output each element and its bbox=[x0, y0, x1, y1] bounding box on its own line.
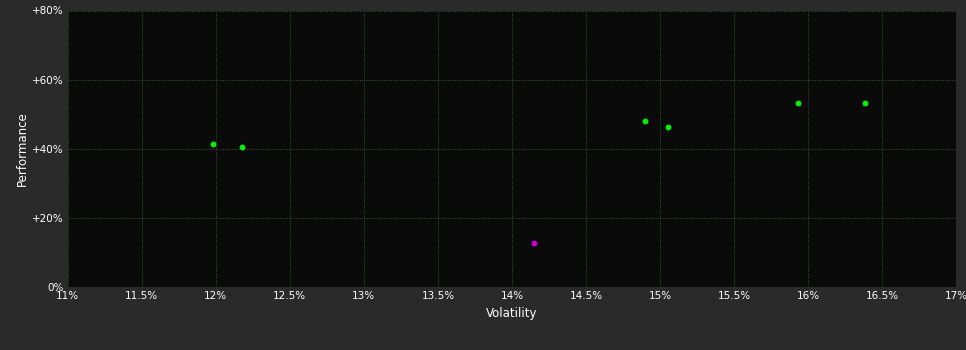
Point bbox=[660, 124, 675, 130]
Point bbox=[205, 141, 220, 146]
X-axis label: Volatility: Volatility bbox=[486, 307, 538, 320]
Point bbox=[526, 240, 542, 246]
Y-axis label: Performance: Performance bbox=[16, 111, 29, 186]
Point bbox=[790, 100, 806, 106]
Point bbox=[857, 100, 872, 106]
Point bbox=[638, 118, 653, 124]
Point bbox=[235, 145, 250, 150]
